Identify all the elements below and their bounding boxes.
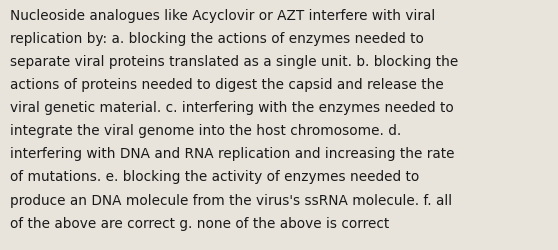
Text: viral genetic material. c. interfering with the enzymes needed to: viral genetic material. c. interfering w… xyxy=(10,101,454,115)
Text: replication by: a. blocking the actions of enzymes needed to: replication by: a. blocking the actions … xyxy=(10,32,424,46)
Text: interfering with DNA and RNA replication and increasing the rate: interfering with DNA and RNA replication… xyxy=(10,147,455,161)
Text: separate viral proteins translated as a single unit. b. blocking the: separate viral proteins translated as a … xyxy=(10,55,458,69)
Text: actions of proteins needed to digest the capsid and release the: actions of proteins needed to digest the… xyxy=(10,78,444,92)
Text: produce an DNA molecule from the virus's ssRNA molecule. f. all: produce an DNA molecule from the virus's… xyxy=(10,193,452,207)
Text: of the above are correct g. none of the above is correct: of the above are correct g. none of the … xyxy=(10,216,389,230)
Text: of mutations. e. blocking the activity of enzymes needed to: of mutations. e. blocking the activity o… xyxy=(10,170,419,184)
Text: integrate the viral genome into the host chromosome. d.: integrate the viral genome into the host… xyxy=(10,124,401,138)
Text: Nucleoside analogues like Acyclovir or AZT interfere with viral: Nucleoside analogues like Acyclovir or A… xyxy=(10,9,435,23)
